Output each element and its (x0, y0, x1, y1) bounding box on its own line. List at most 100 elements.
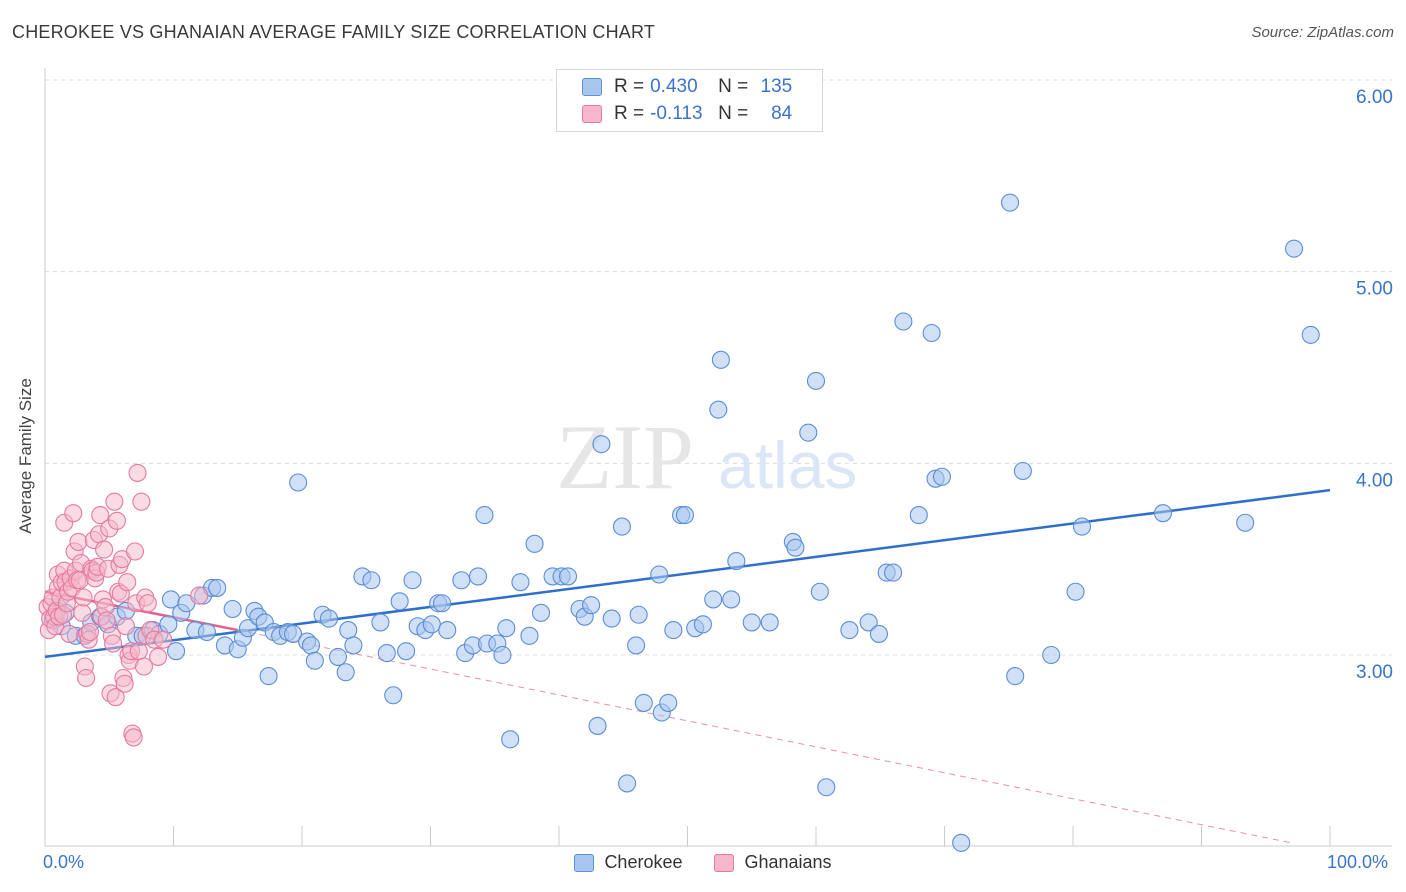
legend-row-ghanaians: R = -0.113 N = 84 (582, 101, 792, 127)
ghanaians-point (190, 586, 209, 605)
cherokee-point (650, 565, 669, 584)
x-tick-label-min: 0.0% (43, 852, 85, 872)
cherokee-point (786, 538, 805, 557)
cherokee-point (922, 323, 941, 343)
cherokee-point (197, 622, 216, 642)
cherokee-point (1284, 239, 1304, 258)
ghanaians-point (106, 688, 125, 707)
data-points (38, 193, 1320, 852)
cherokee-point (511, 573, 530, 592)
ghanaians-point (91, 506, 110, 525)
cherokee-point (618, 774, 637, 793)
cherokee-point (869, 624, 889, 643)
ghanaians-point (154, 630, 173, 649)
ghanaians-point (74, 588, 93, 607)
cherokee-point (722, 590, 741, 609)
ghanaians-point (77, 668, 96, 688)
series-legend: Cherokee Ghanaians (0, 852, 1406, 873)
cherokee-point (344, 636, 363, 655)
cherokee-point (859, 613, 878, 632)
legend-item-ghanaians: Ghanaians (714, 852, 832, 873)
cherokee-point (1236, 513, 1255, 532)
cherokee-point (952, 833, 971, 852)
y-axis-label: Average Family Size (16, 378, 35, 534)
cherokee-point (390, 592, 409, 611)
watermark-atlas: atlas (718, 428, 857, 502)
ghanaians-point (64, 504, 83, 523)
cherokee-r-value: 0.430 (650, 76, 698, 97)
cherokee-point (475, 506, 494, 525)
cherokee-point (289, 473, 308, 492)
n-label: N = (718, 103, 749, 124)
cherokee-point (612, 517, 632, 536)
legend-item-cherokee: Cherokee (574, 852, 682, 873)
cherokee-point (693, 615, 712, 634)
ghanaians-point (125, 542, 144, 561)
cherokee-point (301, 636, 321, 655)
correlation-legend: R = 0.430 N = 135 R = -0.113 N = 84 (556, 69, 823, 132)
cherokee-point (531, 603, 551, 622)
cherokee-point (711, 350, 730, 369)
cherokee-point (806, 371, 826, 390)
ghanaians-point (107, 511, 127, 530)
cherokee-point (884, 563, 903, 582)
cherokee-point (452, 571, 471, 590)
ghanaians-trend-extension (237, 629, 1292, 844)
cherokee-point (438, 621, 457, 640)
cherokee-point (592, 435, 611, 454)
cherokee-point (283, 624, 303, 643)
ghanaians-point (115, 674, 134, 693)
cherokee-point (1013, 461, 1032, 481)
watermark: ZIP atlas (556, 406, 857, 508)
ghanaians-swatch (582, 105, 602, 123)
cherokee-point (223, 599, 242, 619)
cherokee-point (1072, 517, 1092, 536)
y-tick-label: 3.00 (1356, 662, 1393, 683)
ghanaians-legend-swatch (714, 853, 735, 872)
ghanaians-point (97, 611, 116, 630)
cherokee-point (238, 619, 258, 638)
grid-lines (45, 79, 1392, 656)
cherokee-point (336, 663, 355, 682)
cherokee-point (810, 582, 829, 601)
cherokee-point (817, 778, 836, 797)
axes (44, 68, 1392, 847)
cherokee-point (433, 594, 452, 613)
cherokee-point (208, 578, 227, 597)
ghanaians-legend-label: Ghanaians (744, 852, 832, 872)
cherokee-point (894, 312, 913, 331)
cherokee-point (588, 716, 607, 735)
cherokee-point (468, 567, 488, 586)
cherokee-point (259, 667, 278, 686)
cherokee-point (760, 613, 779, 632)
cherokee-point (497, 619, 516, 638)
cherokee-point (1042, 645, 1061, 665)
ghanaians-point (149, 647, 168, 666)
y-tick-labels: 3.00 4.00 5.00 6.00 (1356, 87, 1393, 683)
cherokee-point (742, 613, 761, 632)
ghanaians-point (73, 603, 92, 622)
cherokee-point (709, 400, 728, 419)
ghanaians-point (128, 463, 147, 482)
ghanaians-point (104, 634, 123, 653)
cherokee-point (167, 642, 186, 661)
y-tick-label: 5.00 (1356, 279, 1393, 300)
cherokee-point (1006, 667, 1025, 686)
ghanaians-point (129, 642, 148, 661)
x-tick-label-max: 100.0% (1327, 852, 1389, 872)
cherokee-point (384, 686, 403, 705)
y-tick-label: 6.00 (1356, 87, 1393, 108)
cherokee-point (840, 621, 859, 640)
cherokee-point (328, 647, 348, 666)
ghanaians-point (60, 624, 79, 643)
cherokee-point (493, 645, 512, 665)
cherokee-point (319, 609, 339, 628)
n-label: N = (718, 76, 749, 97)
cherokee-point (397, 642, 416, 661)
cherokee-point (377, 644, 396, 663)
cherokee-point (403, 571, 422, 590)
ghanaians-point (134, 657, 153, 676)
cherokee-legend-label: Cherokee (604, 852, 683, 872)
cherokee-point (627, 636, 646, 655)
